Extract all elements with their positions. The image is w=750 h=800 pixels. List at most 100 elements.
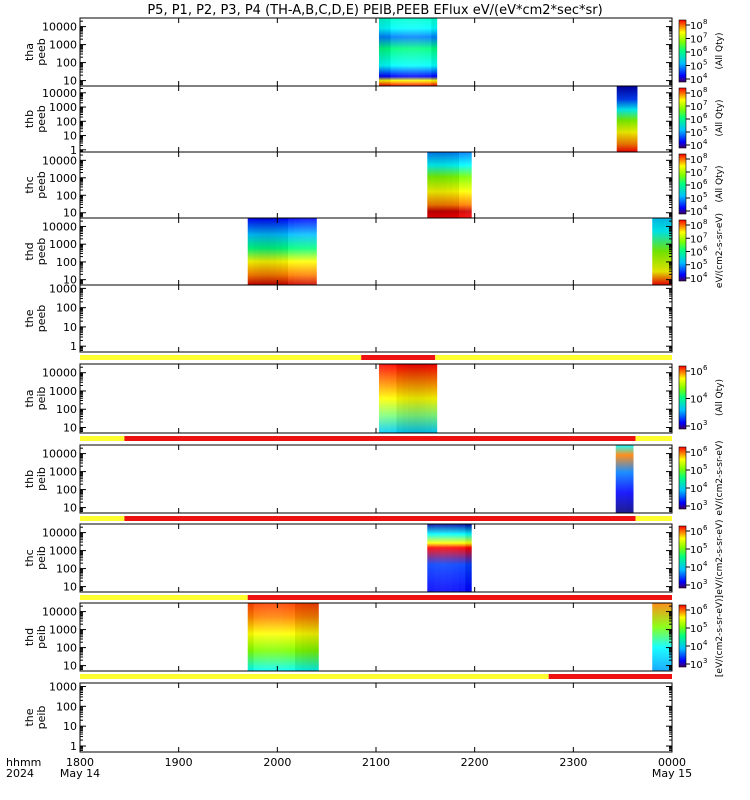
panel-label-product: peeb bbox=[35, 38, 48, 66]
panel-label-probe: thd bbox=[23, 242, 36, 260]
colorbar-tick-exponent: 6 bbox=[703, 112, 708, 120]
colorbar-tick-label: 10 bbox=[690, 606, 703, 617]
panel-thd-peib: 10000 1000 100 10 thd peib bbox=[23, 602, 673, 673]
spectrogram-texture bbox=[623, 86, 631, 152]
colorbar-tick-label: 10 bbox=[690, 48, 703, 59]
spectrogram-texture bbox=[439, 152, 447, 218]
spectrogram-texture bbox=[259, 603, 266, 671]
spectrogram-texture bbox=[390, 18, 397, 86]
y-tick-label: 100 bbox=[56, 563, 77, 576]
colorbar-tick-label: 10 bbox=[690, 181, 703, 192]
mode-bar-segment bbox=[435, 355, 672, 360]
spectrogram-texture bbox=[288, 218, 294, 285]
y-tick-label: 1000 bbox=[49, 545, 77, 558]
panel-label-probe: tha bbox=[23, 43, 36, 61]
colorbar-tick-label: 10 bbox=[690, 221, 703, 232]
colorbar-tick-label: 10 bbox=[690, 581, 703, 592]
y-tick-label: 1000 bbox=[49, 101, 77, 114]
y-tick-label: 10 bbox=[63, 720, 77, 733]
time-tick-label: 2200 bbox=[461, 756, 489, 769]
spectrogram-texture bbox=[465, 524, 472, 592]
colorbar-tick-label: 10 bbox=[690, 155, 703, 166]
spectrogram-texture bbox=[295, 603, 302, 671]
spectrogram-texture bbox=[413, 364, 420, 433]
y-tick-label: 10000 bbox=[42, 154, 77, 167]
colorbar-tick-label: 10 bbox=[690, 168, 703, 179]
y-tick-label: 10000 bbox=[42, 21, 77, 34]
time-tick-label: 1900 bbox=[165, 756, 193, 769]
panel-thc-peib: 10000 1000 100 10 thc peib bbox=[23, 523, 673, 594]
time-tick-date: May 15 bbox=[652, 767, 692, 780]
colorbar-tick-label: 10 bbox=[690, 21, 703, 32]
spectrogram-texture bbox=[271, 603, 278, 671]
panel-label-product: peeb bbox=[35, 105, 48, 133]
y-tick-label: 10 bbox=[63, 75, 77, 88]
spectrogram-texture bbox=[301, 603, 307, 671]
mode-bar-segment bbox=[124, 516, 636, 521]
colorbar-tick-label: 10 bbox=[690, 128, 703, 139]
y-tick-label: 10000 bbox=[42, 527, 77, 540]
colorbar-tick-exponent: 4 bbox=[703, 560, 708, 568]
colorbar-tick-exponent: 3 bbox=[703, 657, 707, 665]
y-tick-label: 10 bbox=[63, 274, 77, 287]
panel-tha-peeb: 10000 1000 100 10 tha peeb bbox=[23, 17, 673, 88]
spectrogram-texture bbox=[253, 218, 260, 285]
y-tick-label: 1000 bbox=[49, 39, 77, 52]
y-tick-label: 1000 bbox=[49, 238, 77, 251]
colorbar-tick-exponent: 5 bbox=[703, 542, 707, 550]
colorbar-tick-exponent: 5 bbox=[703, 621, 707, 629]
colorbar-side-label: (All Qty) bbox=[715, 379, 725, 416]
spectrogram-texture bbox=[265, 218, 271, 285]
panel-label-product: peeb bbox=[35, 171, 48, 199]
spectrogram-block bbox=[378, 18, 438, 86]
spectrogram-texture bbox=[427, 524, 434, 592]
spectrogram-texture bbox=[293, 218, 300, 285]
colorbar bbox=[678, 153, 687, 215]
spectrogram-texture bbox=[402, 18, 409, 86]
y-tick-label: 10000 bbox=[42, 367, 77, 380]
spectrogram-texture bbox=[433, 152, 440, 218]
mode-bar-segment bbox=[80, 674, 549, 679]
colorbar-tick-label: 10 bbox=[690, 102, 703, 113]
colorbar-tick-exponent: 5 bbox=[703, 125, 707, 133]
spectrogram-texture bbox=[259, 218, 265, 285]
panel-frame bbox=[79, 444, 673, 514]
mode-bar-segment bbox=[635, 516, 672, 521]
spectrogram-texture bbox=[276, 218, 283, 285]
colorbar-tick-label: 10 bbox=[690, 274, 703, 285]
colorbar bbox=[678, 446, 687, 510]
spectrogram-texture bbox=[378, 364, 385, 433]
time-axis-row1-label: hhmm bbox=[6, 756, 41, 769]
time-tick-label: 0000 bbox=[658, 756, 686, 769]
spectrogram-texture bbox=[384, 364, 391, 433]
y-tick-label: 10000 bbox=[42, 87, 77, 100]
spectrogram-texture bbox=[419, 18, 426, 86]
spectrogram-block bbox=[247, 603, 319, 671]
y-tick-label: 10000 bbox=[42, 606, 77, 619]
mode-bar-segment bbox=[80, 436, 125, 441]
spectrogram-texture bbox=[433, 524, 440, 592]
colorbar-side-label: eV/(cm2-s-sr-eV) bbox=[715, 213, 725, 288]
spectrogram-texture bbox=[396, 18, 403, 86]
spectrogram-texture bbox=[247, 218, 254, 285]
colorbar-tick-exponent: 7 bbox=[703, 165, 707, 173]
panel-frame bbox=[79, 151, 673, 219]
colorbar-side-label: eV/(cm2-s-sr-eV) bbox=[715, 440, 725, 515]
colorbar bbox=[678, 525, 687, 589]
spectrogram-texture bbox=[459, 152, 466, 218]
mode-bar-segment bbox=[80, 516, 125, 521]
colorbar-side-label: (All Qty) bbox=[715, 166, 725, 203]
spectrogram-texture bbox=[312, 603, 319, 671]
colorbar-tick-exponent: 4 bbox=[703, 271, 708, 279]
colorbar-tick-exponent: 5 bbox=[703, 59, 707, 67]
colorbar bbox=[678, 219, 687, 282]
colorbar-side-label: (All Qty) bbox=[715, 33, 725, 70]
y-tick-label: 100 bbox=[56, 484, 77, 497]
spectrogram-texture bbox=[630, 86, 638, 152]
panel-thb-peib: 10000 1000 100 10 thb peib bbox=[23, 444, 673, 515]
colorbar-tick-exponent: 5 bbox=[703, 191, 707, 199]
